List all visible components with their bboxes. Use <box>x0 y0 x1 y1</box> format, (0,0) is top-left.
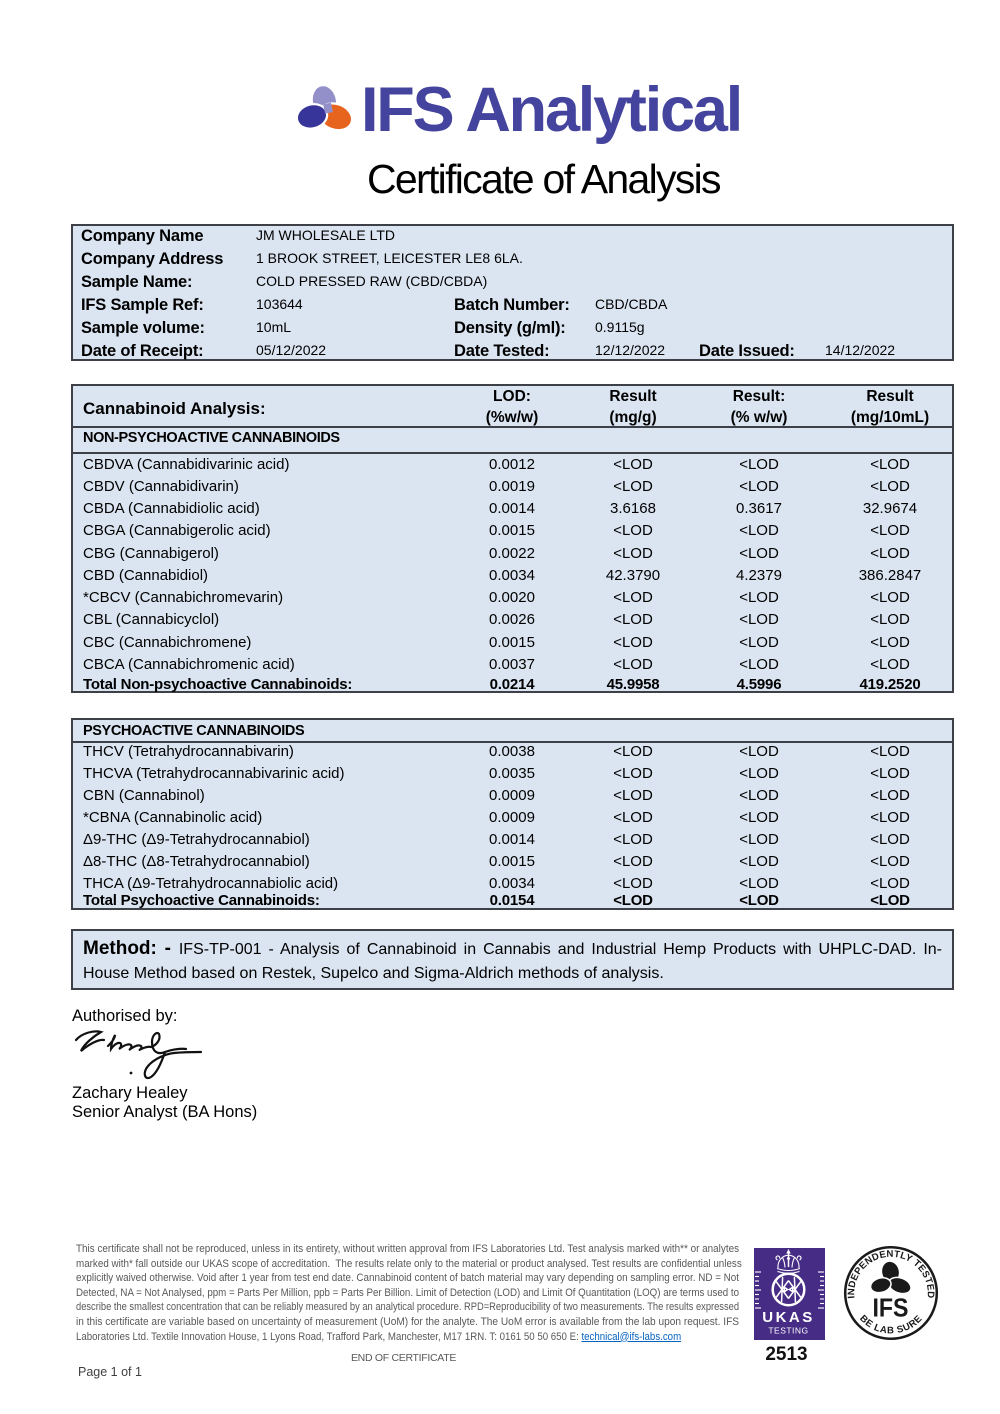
svg-text:UKAS: UKAS <box>762 1309 815 1326</box>
svg-text:IFS: IFS <box>873 1293 909 1323</box>
svg-text:TESTING: TESTING <box>768 1326 808 1336</box>
